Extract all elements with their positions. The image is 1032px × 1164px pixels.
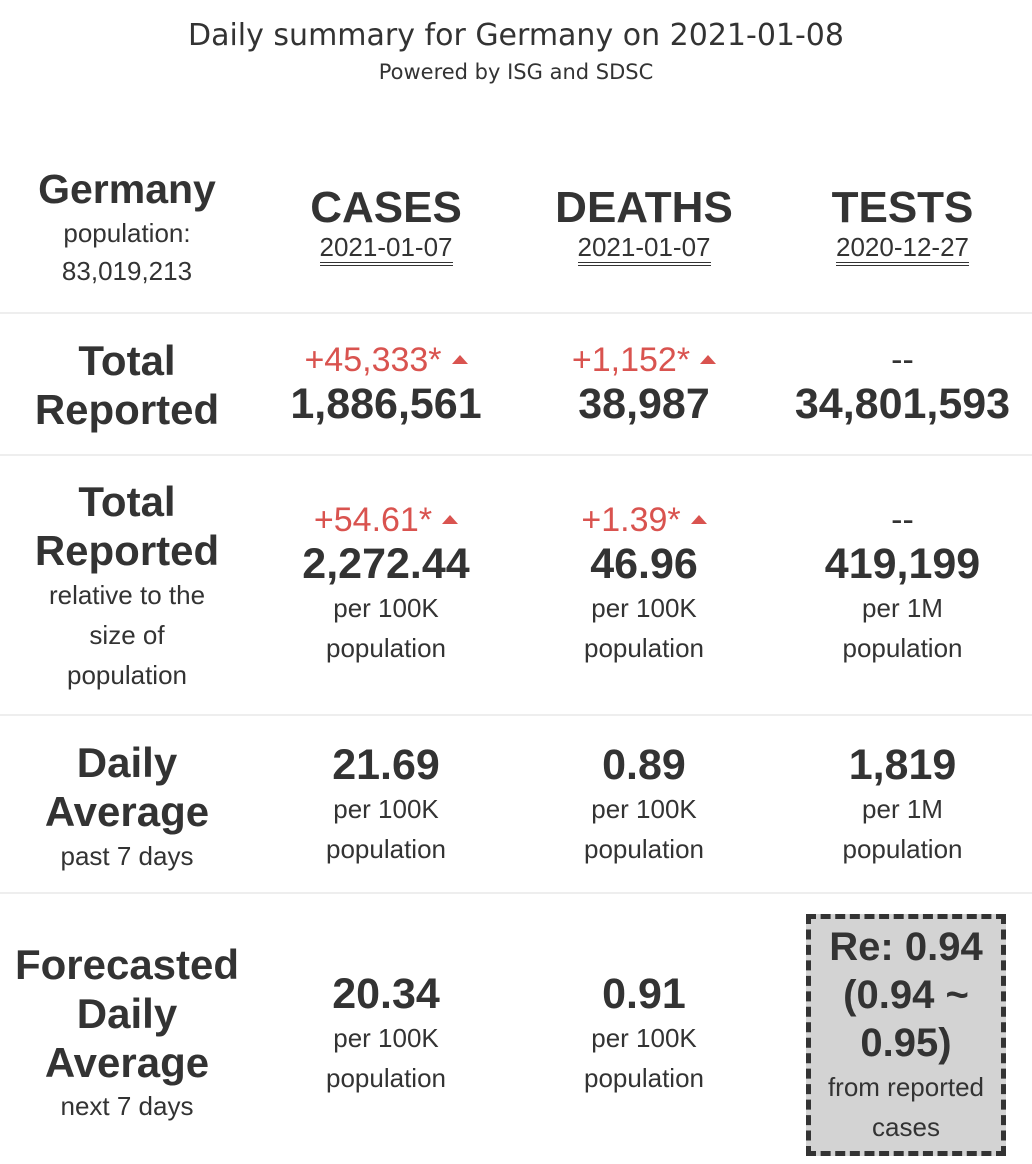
delta-text: +54.61* — [313, 501, 433, 539]
row-label-line: Average — [44, 788, 210, 835]
row-divider — [0, 454, 1032, 456]
row-label-total-reported: Total Reported — [0, 336, 254, 434]
row-label-line: Average — [44, 1039, 210, 1086]
unit-label: per 100K — [333, 1023, 439, 1053]
page-subtitle: Powered by ISG and SDSC — [378, 60, 654, 84]
daily-value: 0.89 — [602, 741, 686, 789]
unit-label: per 1M — [862, 593, 943, 623]
row-label-line: Total — [78, 337, 176, 384]
increase-arrow-icon — [451, 354, 468, 364]
unit-label: population — [326, 633, 446, 663]
unit-label: population — [584, 1063, 704, 1093]
delta-value: +54.61* — [257, 500, 515, 540]
increase-arrow-icon — [442, 514, 459, 524]
row-divider — [0, 312, 1032, 314]
column-date-link[interactable]: 2020-12-27 — [836, 232, 969, 266]
column-header-cases: CASES 2021-01-07 — [257, 184, 515, 266]
unit-label: per 100K — [591, 794, 697, 824]
row-label-daily-average: Daily Average past 7 days — [0, 738, 254, 876]
unit-label: population — [584, 633, 704, 663]
cases-forecast-cell: 20.34 per 100K population — [257, 970, 515, 1098]
row-label-line: Total — [78, 478, 176, 525]
delta-placeholder: -- — [891, 501, 914, 539]
row-divider — [0, 714, 1032, 716]
row-label-sub: population — [67, 660, 187, 690]
column-date-link[interactable]: 2021-01-07 — [319, 232, 453, 266]
column-header-tests: TESTS 2020-12-27 — [773, 184, 1032, 266]
row-label-total-relative: Total Reported relative to the size of p… — [0, 477, 254, 695]
page-title: Daily summary for Germany on 2021-01-08 — [187, 18, 844, 53]
row-label-forecast: Forecasted Daily Average next 7 days — [0, 940, 254, 1125]
column-label: CASES — [310, 183, 462, 232]
cases-total-cell: +45,333* 1,886,561 — [257, 340, 515, 428]
cases-daily-cell: 21.69 per 100K population — [257, 741, 515, 869]
daily-value: 1,819 — [848, 741, 957, 789]
row-label-sub: size of — [89, 620, 165, 650]
tests-relative-cell: -- 419,199 per 1M population — [773, 500, 1032, 668]
row-divider — [0, 892, 1032, 894]
unit-label: population — [842, 633, 963, 663]
unit-label: population — [326, 1063, 446, 1093]
deaths-forecast-cell: 0.91 per 100K population — [515, 970, 773, 1098]
row-label-line: Reported — [34, 527, 220, 574]
population-label: population: — [63, 218, 191, 248]
delta-text: +1,152* — [571, 341, 691, 379]
unit-label: population — [842, 834, 963, 864]
re-range: (0.94 ~ — [843, 973, 969, 1017]
row-label-line: Daily — [76, 990, 178, 1037]
re-estimate-box: Re: 0.94 (0.94 ~ 0.95) from reported cas… — [806, 914, 1006, 1156]
delta-text: +1.39* — [581, 501, 681, 539]
re-range: 0.95) — [860, 1021, 952, 1065]
column-label: TESTS — [831, 183, 974, 232]
relative-value: 419,199 — [824, 540, 981, 588]
delta-placeholder: -- — [891, 341, 914, 379]
delta-value: +1,152* — [515, 340, 773, 380]
unit-label: per 100K — [333, 794, 439, 824]
re-source: cases — [872, 1112, 940, 1142]
increase-arrow-icon — [700, 354, 717, 364]
delta-value: +45,333* — [257, 340, 515, 380]
unit-label: per 100K — [333, 593, 439, 623]
unit-label: population — [326, 834, 446, 864]
row-label-sub: relative to the — [48, 580, 206, 610]
tests-total-cell: -- 34,801,593 — [773, 340, 1032, 428]
population-value: 83,019,213 — [61, 256, 193, 286]
unit-label: per 100K — [591, 593, 697, 623]
forecast-value: 20.34 — [332, 970, 440, 1018]
cases-relative-cell: +54.61* 2,272.44 per 100K population — [257, 500, 515, 668]
row-label-sub: past 7 days — [60, 841, 194, 871]
unit-label: per 100K — [591, 1023, 697, 1053]
delta-text: +45,333* — [304, 341, 442, 379]
row-label-line: Forecasted — [14, 941, 240, 988]
row-label-line: Daily — [76, 739, 178, 786]
delta-value: +1.39* — [515, 500, 773, 540]
relative-value: 46.96 — [590, 540, 698, 588]
row-label-line: Reported — [34, 386, 220, 433]
country-name: Germany — [38, 166, 216, 212]
deaths-relative-cell: +1.39* 46.96 per 100K population — [515, 500, 773, 668]
re-source: from reported — [827, 1072, 985, 1102]
column-header-deaths: DEATHS 2021-01-07 — [515, 184, 773, 266]
country-cell: Germany population: 83,019,213 — [0, 164, 254, 290]
unit-label: population — [584, 834, 704, 864]
total-value: 38,987 — [578, 380, 710, 428]
deaths-total-cell: +1,152* 38,987 — [515, 340, 773, 428]
column-label: DEATHS — [555, 183, 733, 232]
daily-value: 21.69 — [332, 741, 440, 789]
column-date-link[interactable]: 2021-01-07 — [577, 232, 711, 266]
total-value: 34,801,593 — [794, 380, 1011, 428]
re-value: Re: 0.94 — [829, 925, 983, 969]
relative-value: 2,272.44 — [302, 540, 470, 588]
forecast-value: 0.91 — [602, 970, 686, 1018]
row-label-sub: next 7 days — [60, 1091, 194, 1121]
total-value: 1,886,561 — [290, 380, 482, 428]
increase-arrow-icon — [690, 514, 707, 524]
tests-daily-cell: 1,819 per 1M population — [773, 741, 1032, 869]
deaths-daily-cell: 0.89 per 100K population — [515, 741, 773, 869]
unit-label: per 1M — [862, 794, 943, 824]
